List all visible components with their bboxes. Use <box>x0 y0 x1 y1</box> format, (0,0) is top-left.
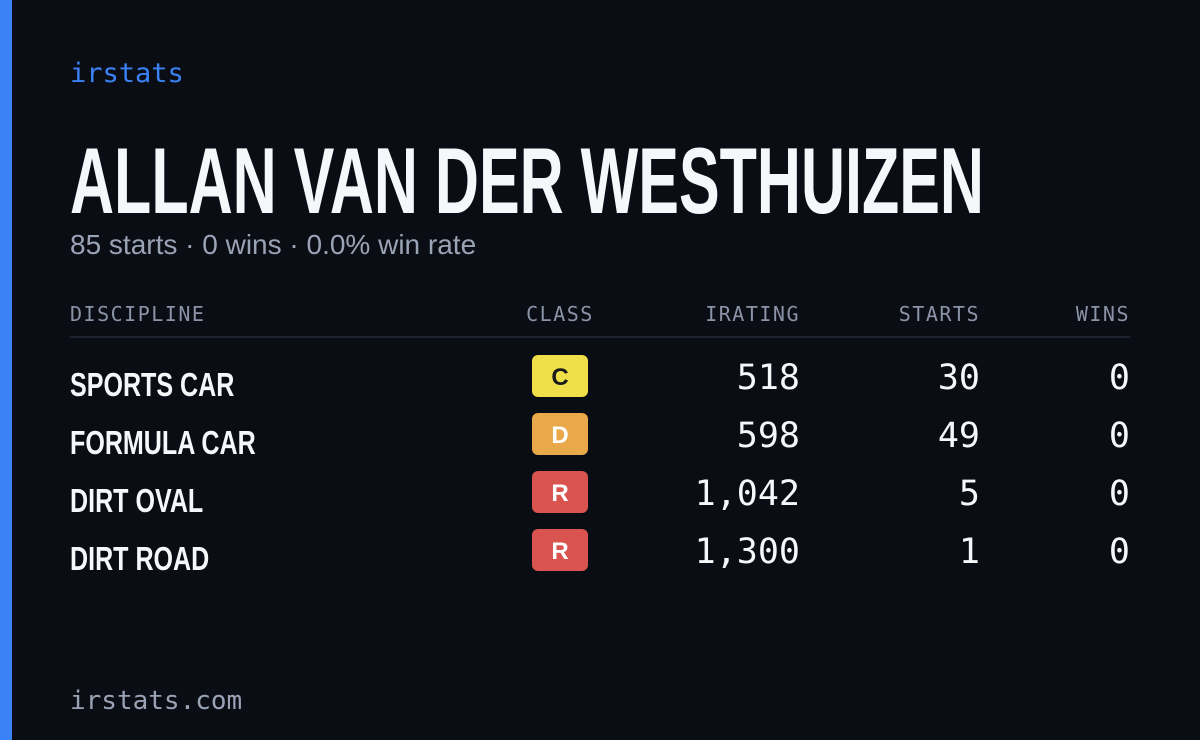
irating: 1,300 <box>695 532 800 572</box>
wins: 0 <box>1109 474 1130 514</box>
wins: 0 <box>1109 416 1130 456</box>
class-badge <box>532 413 588 455</box>
column-header: STARTS <box>899 302 980 326</box>
column-header: CLASS <box>526 302 594 326</box>
wins: 0 <box>1109 532 1130 572</box>
brand: irstats <box>70 58 184 89</box>
class-badge <box>532 355 588 397</box>
discipline: FORMULA CAR <box>70 425 256 462</box>
class-badge <box>532 529 588 571</box>
class-letter: R <box>551 538 568 565</box>
discipline: SPORTS CAR <box>70 367 234 404</box>
class-letter: D <box>551 422 568 449</box>
irating: 1,042 <box>695 474 800 514</box>
starts: 49 <box>938 416 980 456</box>
footer-site: irstats.com <box>70 686 242 716</box>
column-header: IRATING <box>705 302 800 326</box>
column-header: DISCIPLINE <box>70 302 205 326</box>
discipline: DIRT OVAL <box>70 483 203 520</box>
class-badge <box>532 471 588 513</box>
irating: 518 <box>737 358 800 398</box>
class-letter: R <box>551 480 568 507</box>
player-name: ALLAN VAN DER WESTHUIZEN <box>70 128 984 233</box>
wins: 0 <box>1109 358 1130 398</box>
column-header: WINS <box>1076 302 1130 326</box>
summary: 85 starts · 0 wins · 0.0% win rate <box>70 229 476 260</box>
class-letter: C <box>551 364 568 391</box>
starts: 5 <box>959 474 980 514</box>
accent-bar <box>0 0 12 740</box>
irating: 598 <box>737 416 800 456</box>
discipline: DIRT ROAD <box>70 541 209 578</box>
starts: 1 <box>959 532 980 572</box>
starts: 30 <box>938 358 980 398</box>
